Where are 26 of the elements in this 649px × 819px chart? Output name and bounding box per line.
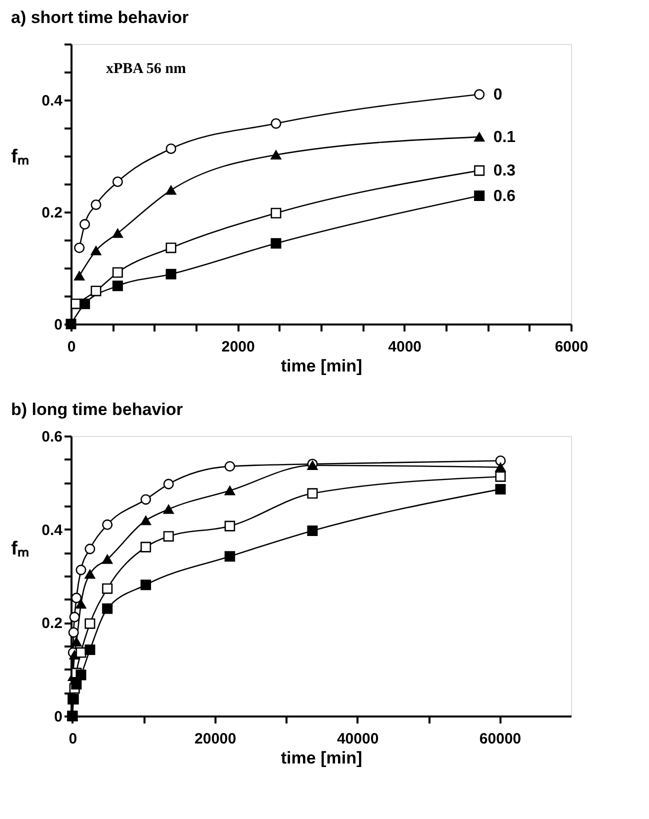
x-tick-label: 4000	[388, 338, 422, 356]
series-label: 0.6	[493, 188, 516, 205]
x-tick-label: 20000	[194, 730, 236, 748]
x-tick-label: 40000	[336, 730, 379, 748]
x-tick-label: 6000	[554, 338, 588, 356]
y-tick-label: 0.6	[42, 428, 62, 446]
y-tick-label: 0.4	[42, 92, 64, 110]
annotation: xPBA 56 nm	[106, 61, 187, 77]
chart-title: b) long time behavior	[11, 400, 184, 419]
series-label: 0	[493, 86, 502, 104]
x-tick-label: 2000	[221, 338, 255, 356]
y-tick-label: 0	[54, 708, 62, 726]
x-axis-title: time [min]	[280, 748, 362, 768]
y-tick-label: 0.4	[42, 522, 64, 539]
x-tick-label: 0	[68, 730, 78, 748]
y-tick-label: 0	[54, 316, 62, 334]
series-label: 0.3	[493, 162, 516, 180]
x-tick-label: 0	[67, 338, 76, 356]
y-axis-title: fₘ	[11, 146, 30, 168]
y-tick-label: 0.2	[42, 204, 62, 222]
y-axis-title: fₘ	[11, 538, 30, 560]
y-tick-label: 0.2	[42, 615, 62, 632]
series-label: 0.1	[493, 128, 516, 146]
x-axis-title: time [min]	[280, 356, 362, 376]
chart-title: a) short time behavior	[11, 8, 189, 27]
x-tick-label: 60000	[479, 730, 522, 748]
